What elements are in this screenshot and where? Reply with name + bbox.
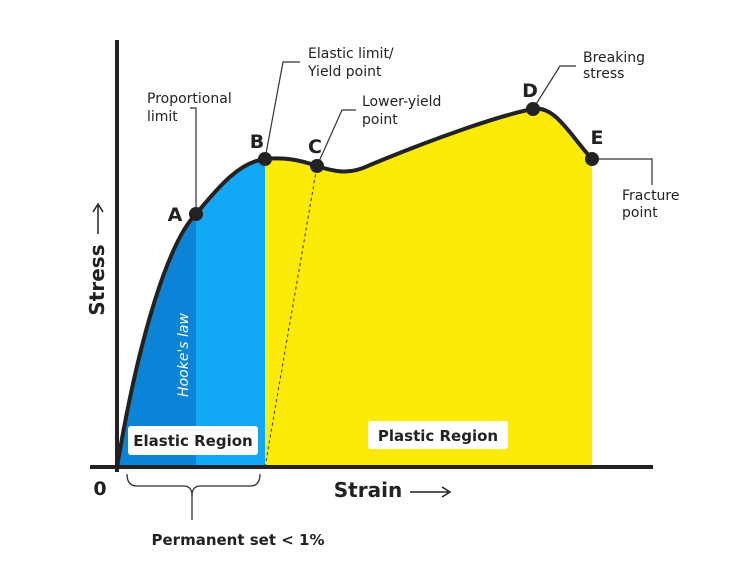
label: Lower-yield <box>362 94 441 110</box>
x-arrow <box>410 486 452 498</box>
label: Proportional <box>147 91 232 107</box>
region-fills <box>117 108 592 468</box>
brace <box>126 473 261 497</box>
origin: 0 <box>93 478 106 500</box>
label: Elastic limit/ <box>308 46 394 62</box>
y-axis-label: Stress <box>85 244 109 315</box>
hooke-fill <box>117 108 196 468</box>
label: point <box>362 112 398 128</box>
elastic-label: Elastic Region <box>133 432 252 450</box>
plastic-box <box>368 421 508 449</box>
permanent-set: Permanent set < 1% <box>152 531 325 549</box>
hooke-label: Hooke's law <box>176 313 192 397</box>
leader-e <box>592 158 653 185</box>
leader-b <box>264 61 300 160</box>
letter: E <box>591 127 604 149</box>
leader-a <box>190 107 197 214</box>
leader-c <box>316 109 356 167</box>
letter: A <box>168 204 183 226</box>
point-a <box>189 207 203 221</box>
letter: B <box>250 131 264 153</box>
letter: C <box>308 136 322 158</box>
offset-line <box>264 165 318 468</box>
point-dots <box>189 102 599 221</box>
leader-d <box>532 65 576 110</box>
label: limit <box>147 109 178 125</box>
x-axis-label: Strain <box>334 478 402 502</box>
point-b <box>258 152 272 166</box>
plastic-label: Plastic Region <box>378 427 498 445</box>
point-d <box>526 102 540 116</box>
label: Fracture <box>622 188 680 204</box>
elastic-box <box>128 426 258 455</box>
point-c <box>310 159 324 173</box>
letter: D <box>522 80 538 102</box>
label: Yield point <box>307 64 382 80</box>
label: point <box>622 205 658 221</box>
leaders <box>190 61 653 214</box>
label: Breaking <box>583 50 645 66</box>
label: stress <box>583 66 624 82</box>
point-e <box>585 152 599 166</box>
y-arrow <box>92 202 104 234</box>
